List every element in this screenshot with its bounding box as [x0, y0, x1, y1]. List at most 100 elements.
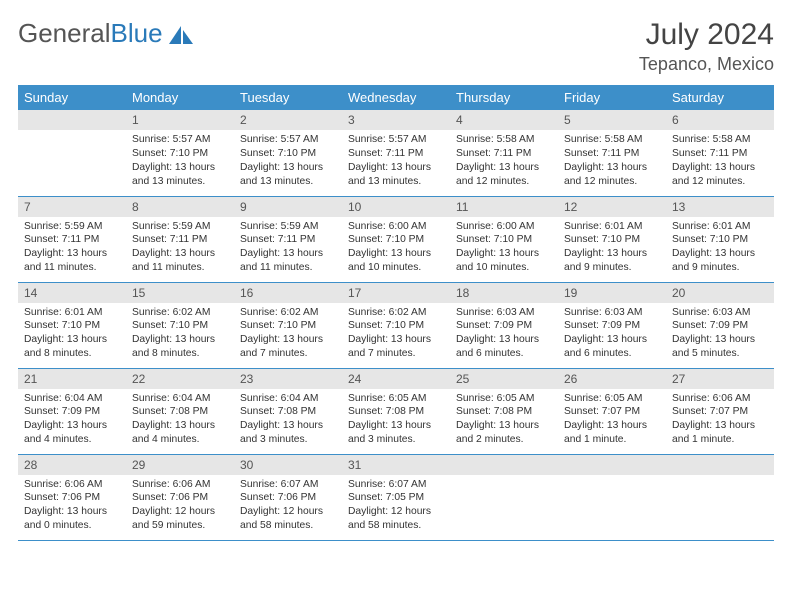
day-text: Sunrise: 5:57 AMSunset: 7:10 PMDaylight:… [234, 130, 342, 194]
day-text: Sunrise: 6:04 AMSunset: 7:08 PMDaylight:… [234, 389, 342, 453]
day-cell [666, 454, 774, 540]
weekday-header: Sunday [18, 85, 126, 110]
weekday-header: Saturday [666, 85, 774, 110]
day-text: Sunrise: 6:06 AMSunset: 7:07 PMDaylight:… [666, 389, 774, 453]
day-number: 17 [342, 283, 450, 303]
day-text: Sunrise: 6:06 AMSunset: 7:06 PMDaylight:… [18, 475, 126, 539]
day-cell: 20Sunrise: 6:03 AMSunset: 7:09 PMDayligh… [666, 282, 774, 368]
table-row: 14Sunrise: 6:01 AMSunset: 7:10 PMDayligh… [18, 282, 774, 368]
day-cell: 30Sunrise: 6:07 AMSunset: 7:06 PMDayligh… [234, 454, 342, 540]
day-number [666, 455, 774, 475]
day-cell [450, 454, 558, 540]
day-text: Sunrise: 6:01 AMSunset: 7:10 PMDaylight:… [666, 217, 774, 281]
day-text: Sunrise: 6:05 AMSunset: 7:08 PMDaylight:… [450, 389, 558, 453]
day-cell: 31Sunrise: 6:07 AMSunset: 7:05 PMDayligh… [342, 454, 450, 540]
day-number: 1 [126, 110, 234, 130]
day-cell: 2Sunrise: 5:57 AMSunset: 7:10 PMDaylight… [234, 110, 342, 196]
day-number: 23 [234, 369, 342, 389]
day-number: 29 [126, 455, 234, 475]
day-text: Sunrise: 5:58 AMSunset: 7:11 PMDaylight:… [450, 130, 558, 194]
day-number: 20 [666, 283, 774, 303]
day-cell: 15Sunrise: 6:02 AMSunset: 7:10 PMDayligh… [126, 282, 234, 368]
day-cell: 1Sunrise: 5:57 AMSunset: 7:10 PMDaylight… [126, 110, 234, 196]
day-text: Sunrise: 5:59 AMSunset: 7:11 PMDaylight:… [18, 217, 126, 281]
day-text: Sunrise: 6:05 AMSunset: 7:08 PMDaylight:… [342, 389, 450, 453]
logo-word-1: General [18, 18, 111, 49]
day-cell: 13Sunrise: 6:01 AMSunset: 7:10 PMDayligh… [666, 196, 774, 282]
day-text [558, 475, 666, 535]
weekday-header: Friday [558, 85, 666, 110]
day-number: 25 [450, 369, 558, 389]
day-number: 8 [126, 197, 234, 217]
day-cell: 5Sunrise: 5:58 AMSunset: 7:11 PMDaylight… [558, 110, 666, 196]
day-cell: 9Sunrise: 5:59 AMSunset: 7:11 PMDaylight… [234, 196, 342, 282]
table-row: 21Sunrise: 6:04 AMSunset: 7:09 PMDayligh… [18, 368, 774, 454]
day-number: 2 [234, 110, 342, 130]
day-number [18, 110, 126, 130]
day-cell: 17Sunrise: 6:02 AMSunset: 7:10 PMDayligh… [342, 282, 450, 368]
day-text: Sunrise: 6:03 AMSunset: 7:09 PMDaylight:… [558, 303, 666, 367]
logo: GeneralBlue [18, 18, 197, 49]
day-cell: 29Sunrise: 6:06 AMSunset: 7:06 PMDayligh… [126, 454, 234, 540]
day-number: 10 [342, 197, 450, 217]
day-number: 15 [126, 283, 234, 303]
day-cell: 26Sunrise: 6:05 AMSunset: 7:07 PMDayligh… [558, 368, 666, 454]
day-text: Sunrise: 5:59 AMSunset: 7:11 PMDaylight:… [234, 217, 342, 281]
day-number [558, 455, 666, 475]
day-number: 3 [342, 110, 450, 130]
logo-sail-icon [167, 24, 197, 46]
day-text: Sunrise: 6:03 AMSunset: 7:09 PMDaylight:… [450, 303, 558, 367]
day-number: 18 [450, 283, 558, 303]
day-number: 26 [558, 369, 666, 389]
day-text: Sunrise: 6:04 AMSunset: 7:09 PMDaylight:… [18, 389, 126, 453]
weekday-header: Tuesday [234, 85, 342, 110]
day-number: 19 [558, 283, 666, 303]
day-text: Sunrise: 6:03 AMSunset: 7:09 PMDaylight:… [666, 303, 774, 367]
table-row: 7Sunrise: 5:59 AMSunset: 7:11 PMDaylight… [18, 196, 774, 282]
day-cell [558, 454, 666, 540]
day-cell: 25Sunrise: 6:05 AMSunset: 7:08 PMDayligh… [450, 368, 558, 454]
day-cell: 16Sunrise: 6:02 AMSunset: 7:10 PMDayligh… [234, 282, 342, 368]
day-cell: 8Sunrise: 5:59 AMSunset: 7:11 PMDaylight… [126, 196, 234, 282]
table-row: 28Sunrise: 6:06 AMSunset: 7:06 PMDayligh… [18, 454, 774, 540]
day-text: Sunrise: 6:04 AMSunset: 7:08 PMDaylight:… [126, 389, 234, 453]
weekday-header: Monday [126, 85, 234, 110]
day-cell: 4Sunrise: 5:58 AMSunset: 7:11 PMDaylight… [450, 110, 558, 196]
day-number: 30 [234, 455, 342, 475]
day-number [450, 455, 558, 475]
day-cell: 6Sunrise: 5:58 AMSunset: 7:11 PMDaylight… [666, 110, 774, 196]
day-text: Sunrise: 6:01 AMSunset: 7:10 PMDaylight:… [558, 217, 666, 281]
day-number: 12 [558, 197, 666, 217]
day-number: 31 [342, 455, 450, 475]
day-number: 11 [450, 197, 558, 217]
day-text [666, 475, 774, 535]
day-cell: 14Sunrise: 6:01 AMSunset: 7:10 PMDayligh… [18, 282, 126, 368]
day-number: 4 [450, 110, 558, 130]
day-text: Sunrise: 5:59 AMSunset: 7:11 PMDaylight:… [126, 217, 234, 281]
day-number: 28 [18, 455, 126, 475]
day-number: 6 [666, 110, 774, 130]
day-cell: 18Sunrise: 6:03 AMSunset: 7:09 PMDayligh… [450, 282, 558, 368]
day-cell: 21Sunrise: 6:04 AMSunset: 7:09 PMDayligh… [18, 368, 126, 454]
day-cell: 22Sunrise: 6:04 AMSunset: 7:08 PMDayligh… [126, 368, 234, 454]
month-title: July 2024 [639, 18, 774, 52]
day-text [18, 130, 126, 190]
day-cell: 23Sunrise: 6:04 AMSunset: 7:08 PMDayligh… [234, 368, 342, 454]
day-text: Sunrise: 5:58 AMSunset: 7:11 PMDaylight:… [666, 130, 774, 194]
day-text [450, 475, 558, 535]
day-number: 27 [666, 369, 774, 389]
calendar-body: 1Sunrise: 5:57 AMSunset: 7:10 PMDaylight… [18, 110, 774, 540]
day-text: Sunrise: 6:05 AMSunset: 7:07 PMDaylight:… [558, 389, 666, 453]
day-number: 21 [18, 369, 126, 389]
day-number: 5 [558, 110, 666, 130]
day-cell: 19Sunrise: 6:03 AMSunset: 7:09 PMDayligh… [558, 282, 666, 368]
day-number: 13 [666, 197, 774, 217]
day-number: 24 [342, 369, 450, 389]
day-text: Sunrise: 6:07 AMSunset: 7:05 PMDaylight:… [342, 475, 450, 539]
day-number: 9 [234, 197, 342, 217]
day-cell: 11Sunrise: 6:00 AMSunset: 7:10 PMDayligh… [450, 196, 558, 282]
day-cell: 10Sunrise: 6:00 AMSunset: 7:10 PMDayligh… [342, 196, 450, 282]
day-number: 22 [126, 369, 234, 389]
day-text: Sunrise: 6:01 AMSunset: 7:10 PMDaylight:… [18, 303, 126, 367]
day-text: Sunrise: 6:00 AMSunset: 7:10 PMDaylight:… [450, 217, 558, 281]
